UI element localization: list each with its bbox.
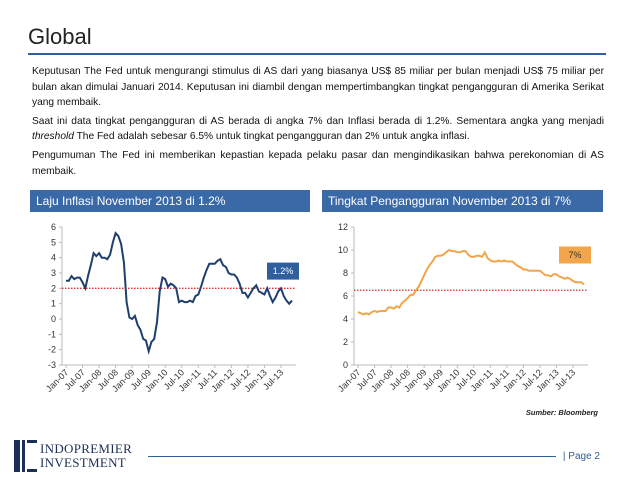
body-text: Keputusan The Fed untuk mengurangi stimu… [32,64,604,182]
y-tick-label: 6 [343,291,348,301]
y-tick-label: -1 [48,329,56,339]
annotation-box [267,262,299,280]
text: The Fed adalah sebesar 6.5% untuk tingka… [73,131,470,143]
y-tick-label: 2 [343,337,348,347]
logo-text: INDOPREMIER INVESTMENT [40,442,132,470]
y-tick-label: -3 [48,360,56,370]
y-tick-label: 4 [343,314,348,324]
y-tick-label: 8 [343,268,348,278]
y-tick-label: 3 [51,268,56,278]
chart-header: Tingkat Pengangguran November 2013 di 7% [322,190,603,212]
source: Sumber: Bloomberg [525,408,598,417]
y-tick-label: 5 [51,237,56,247]
text: threshold [32,131,74,143]
paragraph: Pengumuman The Fed ini memberikan kepast… [32,149,604,177]
title-rule [28,53,606,55]
text: Saat ini data tingkat pengangguran di AS… [32,115,604,127]
paragraph: Keputusan The Fed untuk mengurangi stimu… [32,66,604,109]
y-tick-label: -2 [48,345,56,355]
y-tick-label: 1 [51,299,56,309]
page-title: Global [28,24,92,49]
logo-icon [14,440,37,472]
y-tick-label: 0 [51,314,56,324]
annotation-box [559,246,591,264]
paragraph: Saat ini data tingkat pengangguran di AS… [32,114,604,145]
data-line [66,231,293,355]
y-tick-label: 0 [343,360,348,370]
y-tick-label: 6 [51,222,56,232]
page-number: | Page 2 [562,451,600,462]
y-tick-label: 10 [338,245,348,255]
chart: 6543210-1-2-3Jan-07Jul-07Jan-08Jul-08Jan… [44,222,299,394]
logo-line: INVESTMENT [40,455,127,470]
y-tick-label: 12 [338,222,348,232]
annotation: 7% [568,250,581,260]
annotation: 1.2% [273,266,294,276]
logo-line: INDOPREMIER [40,441,133,456]
chart: 121086420Jan-07Jul-07Jan-08Jul-08Jan-09J… [336,222,591,394]
y-tick-label: 2 [51,283,56,293]
data-line [357,248,585,316]
chart-header: Laju Inflasi November 2013 di 1.2% [30,190,310,212]
footer-rule [148,456,556,457]
y-tick-label: 4 [51,253,56,263]
